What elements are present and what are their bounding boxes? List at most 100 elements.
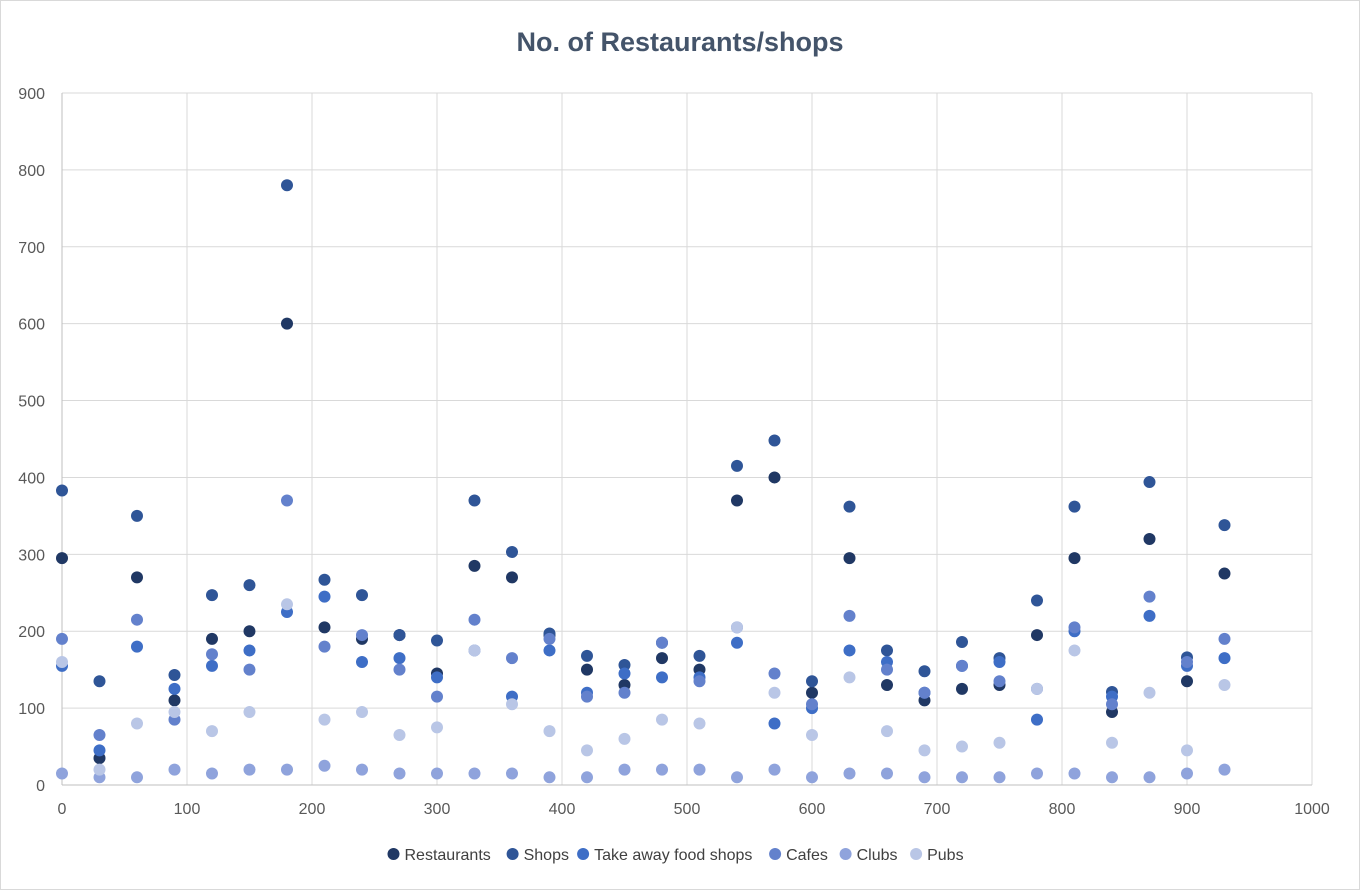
data-point-pubs xyxy=(881,725,893,738)
data-point-cafes xyxy=(918,686,931,699)
data-point-restaurants xyxy=(581,663,593,676)
data-point-pubs xyxy=(281,598,293,611)
data-point-take-away-food-shops xyxy=(843,644,856,657)
y-tick-label: 400 xyxy=(18,470,45,487)
x-tick-label: 200 xyxy=(299,801,326,818)
legend-label-shops: Shops xyxy=(524,847,569,864)
data-point-restaurants xyxy=(843,552,856,565)
data-point-pubs xyxy=(431,721,443,734)
data-point-clubs xyxy=(1181,767,1193,780)
data-point-shops xyxy=(1143,476,1156,489)
data-point-take-away-food-shops xyxy=(543,644,556,657)
data-point-pubs xyxy=(168,705,181,718)
data-point-cafes xyxy=(281,494,293,507)
data-point-cafes xyxy=(431,690,443,703)
y-tick-label: 700 xyxy=(18,240,45,257)
data-point-restaurants xyxy=(731,494,743,507)
data-point-cafes xyxy=(693,675,706,688)
data-point-pubs xyxy=(131,717,143,730)
data-point-cafes xyxy=(881,663,893,676)
data-point-clubs xyxy=(1143,771,1156,784)
data-point-clubs xyxy=(243,763,256,776)
data-point-clubs xyxy=(1031,767,1043,780)
gridlines xyxy=(62,92,1313,785)
x-tick-label: 900 xyxy=(1174,801,1201,818)
data-point-take-away-food-shops xyxy=(1031,713,1043,726)
data-point-shops xyxy=(206,589,218,602)
data-point-pubs xyxy=(806,729,818,742)
data-point-clubs xyxy=(506,767,518,780)
data-point-clubs xyxy=(356,763,368,776)
chart-title: No. of Restaurants/shops xyxy=(516,27,844,57)
data-point-shops xyxy=(1068,500,1081,513)
x-tick-label: 100 xyxy=(174,801,201,818)
data-point-shops xyxy=(243,579,256,592)
data-point-take-away-food-shops xyxy=(206,659,218,672)
data-point-shops xyxy=(1031,594,1043,607)
data-point-pubs xyxy=(356,705,368,718)
data-point-cafes xyxy=(1068,621,1081,634)
data-point-pubs xyxy=(956,740,968,753)
data-point-pubs xyxy=(731,621,743,634)
data-point-clubs xyxy=(618,763,631,776)
data-point-clubs xyxy=(543,771,556,784)
data-point-restaurants xyxy=(768,471,781,484)
data-point-pubs xyxy=(318,713,331,726)
data-point-shops xyxy=(843,500,856,513)
x-tick-label: 300 xyxy=(424,801,451,818)
data-point-clubs xyxy=(843,767,856,780)
data-point-shops xyxy=(581,649,593,662)
data-point-take-away-food-shops xyxy=(618,667,631,680)
data-point-shops xyxy=(918,665,931,678)
data-point-take-away-food-shops xyxy=(318,590,331,603)
data-point-take-away-food-shops xyxy=(393,652,406,665)
data-point-clubs xyxy=(993,771,1006,784)
data-point-shops xyxy=(168,669,181,682)
data-point-shops xyxy=(93,675,106,688)
data-point-pubs xyxy=(768,686,781,699)
data-point-pubs xyxy=(1181,744,1193,757)
data-point-shops xyxy=(131,509,143,522)
data-point-clubs xyxy=(956,771,968,784)
data-point-take-away-food-shops xyxy=(656,671,668,684)
data-point-shops xyxy=(506,546,518,559)
data-point-restaurants xyxy=(806,686,818,699)
y-tick-label: 300 xyxy=(18,547,45,564)
data-point-clubs xyxy=(1106,771,1118,784)
data-point-restaurants xyxy=(881,679,893,692)
legend-marker-cafes xyxy=(769,848,782,860)
data-point-shops xyxy=(768,434,781,447)
data-point-pubs xyxy=(618,732,631,745)
legend-label-take-away-food-shops: Take away food shops xyxy=(594,847,752,864)
data-point-restaurants xyxy=(468,559,481,572)
data-point-cafes xyxy=(56,632,68,645)
data-point-shops xyxy=(468,494,481,507)
legend-marker-take-away-food-shops xyxy=(577,848,590,860)
data-point-shops xyxy=(693,649,706,662)
data-point-restaurants xyxy=(243,625,256,638)
data-point-shops xyxy=(881,644,893,657)
data-point-clubs xyxy=(581,771,593,784)
data-point-pubs xyxy=(1106,736,1118,749)
data-point-cafes xyxy=(1218,632,1231,645)
data-point-restaurants xyxy=(1181,675,1193,688)
legend-marker-pubs xyxy=(910,848,923,860)
data-point-clubs xyxy=(656,763,668,776)
x-tick-label: 400 xyxy=(549,801,576,818)
data-point-pubs xyxy=(56,655,68,668)
data-point-pubs xyxy=(993,736,1006,749)
data-point-pubs xyxy=(543,725,556,738)
data-point-clubs xyxy=(693,763,706,776)
data-point-cafes xyxy=(356,629,368,642)
axes: 0 100 200 300 400 500 600 700 800 900 1000 0 100 200 3… xyxy=(18,86,1330,818)
data-point-clubs xyxy=(431,767,443,780)
data-point-clubs xyxy=(468,767,481,780)
data-point-clubs xyxy=(1068,767,1081,780)
data-point-clubs xyxy=(318,759,331,772)
data-point-shops xyxy=(281,179,293,192)
data-point-restaurants xyxy=(56,552,68,565)
data-point-cafes xyxy=(506,652,518,665)
data-point-clubs xyxy=(131,771,143,784)
data-point-restaurants xyxy=(506,571,518,584)
data-point-cafes xyxy=(768,667,781,680)
